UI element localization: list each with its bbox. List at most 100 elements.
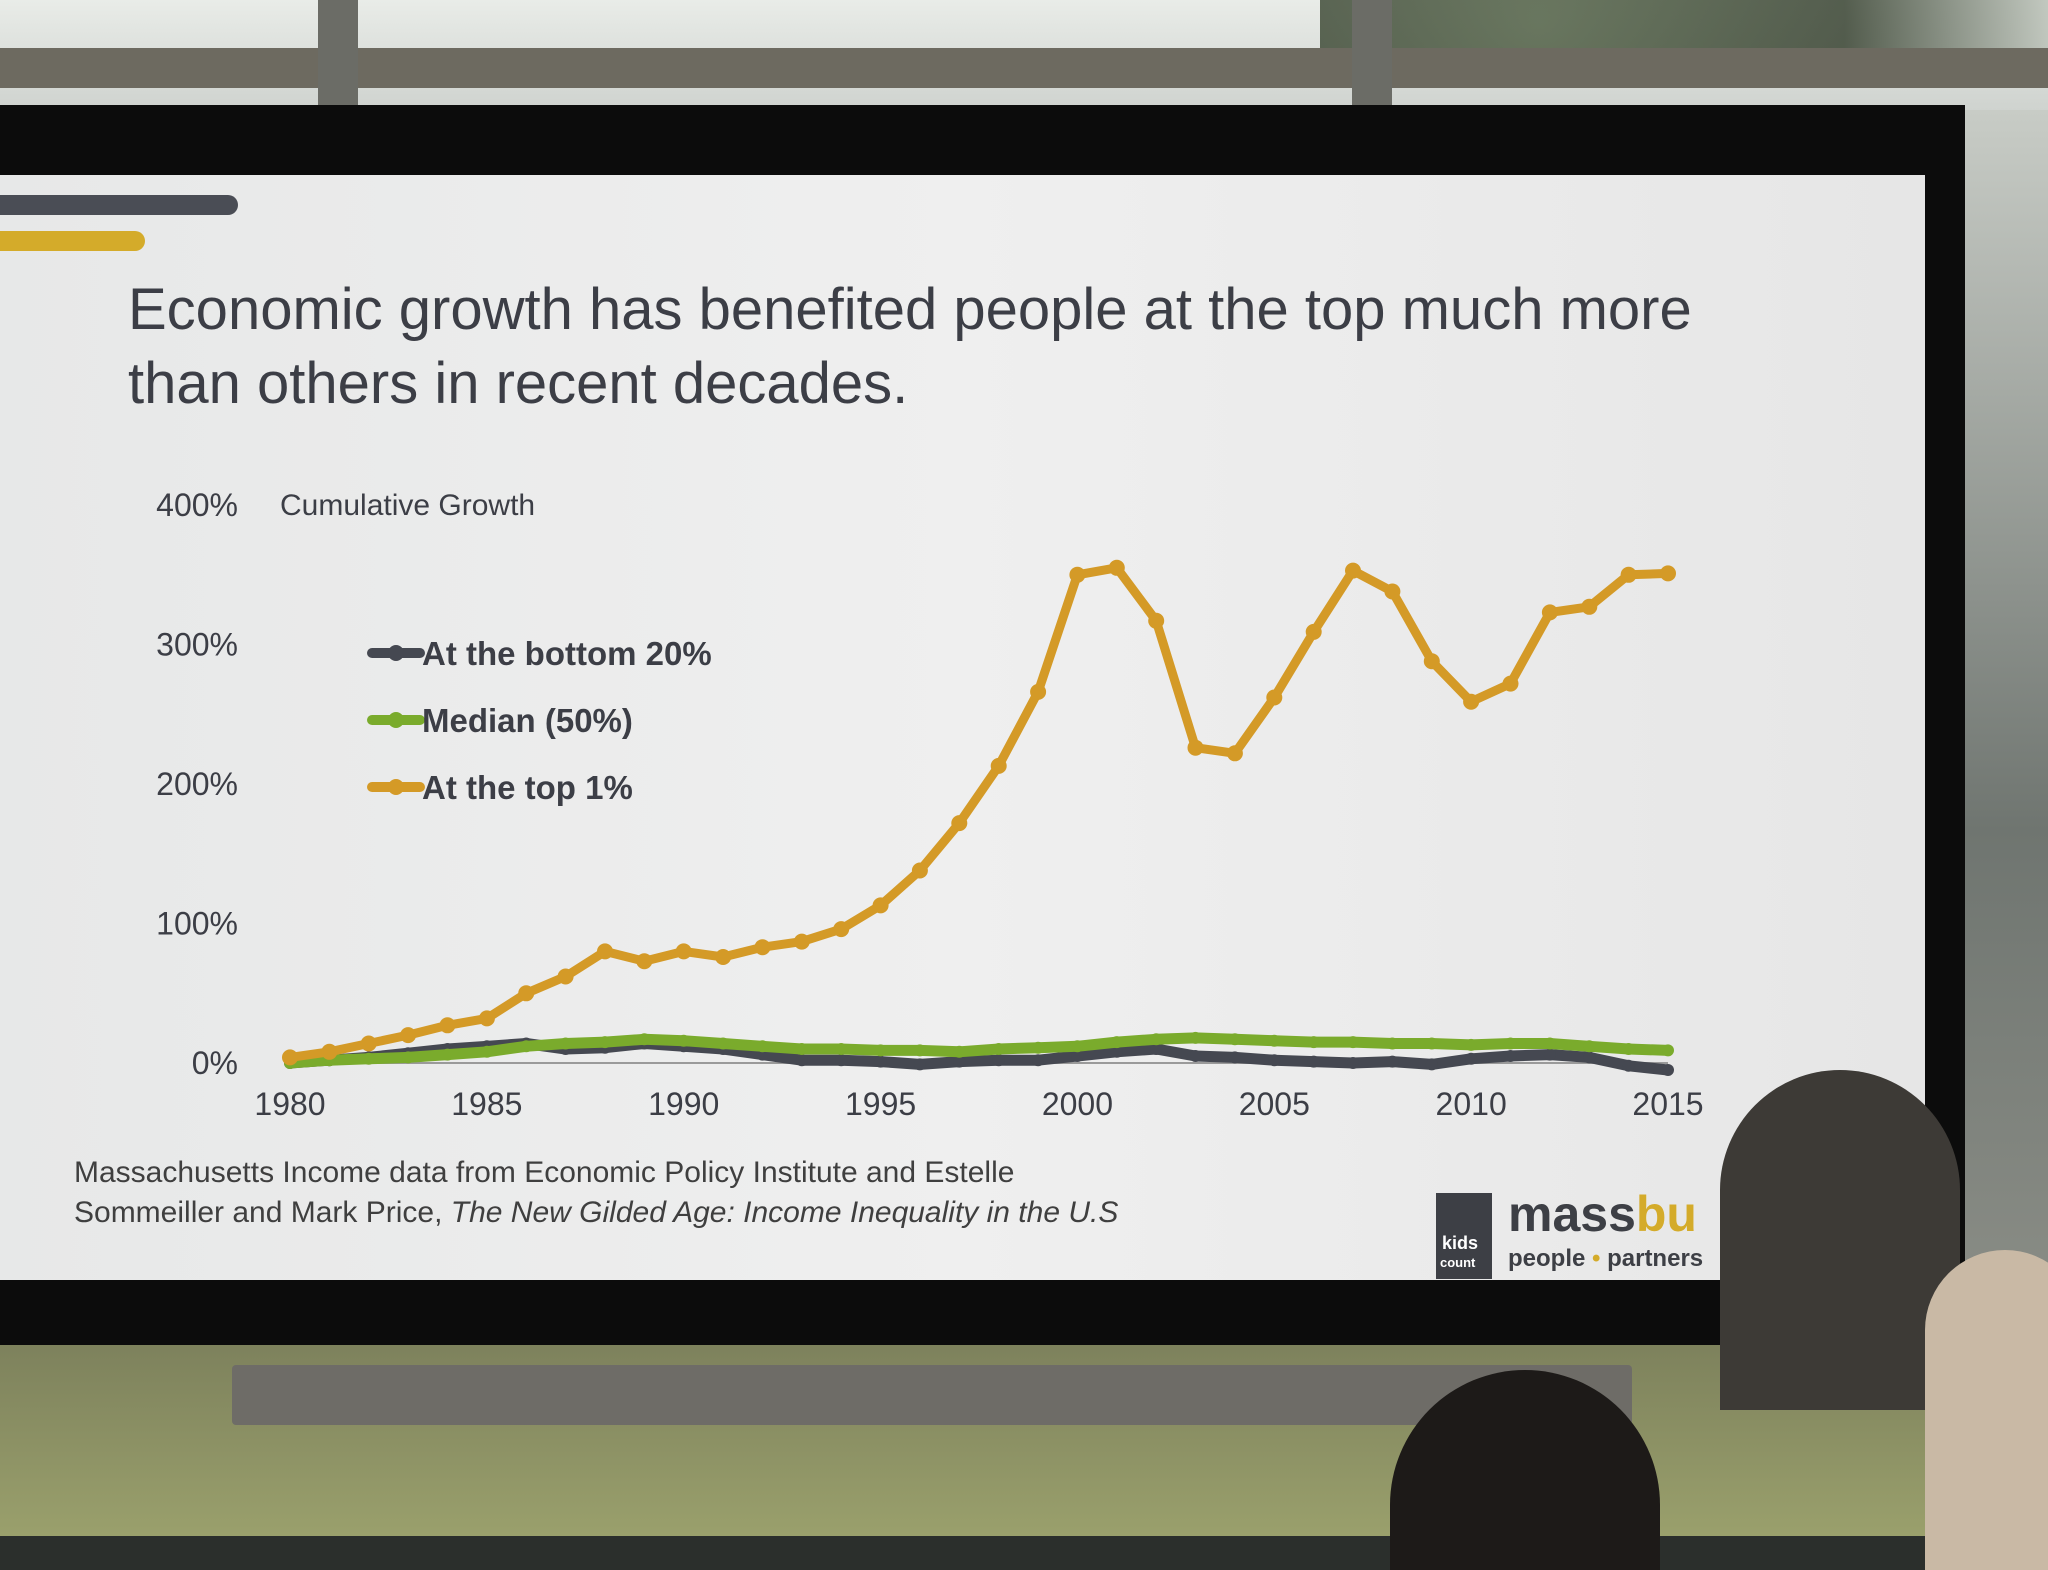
data-point [1228,1033,1241,1046]
data-point [1425,1037,1438,1050]
legend-marker [388,645,404,661]
data-point [953,1045,966,1058]
window-frame [318,0,358,110]
data-point [715,949,732,965]
data-point [795,1043,808,1055]
data-point [992,1043,1005,1055]
data-point [360,1035,377,1052]
x-tick-label: 2000 [1042,1086,1113,1122]
data-point [874,1044,887,1057]
data-point [1386,1037,1399,1050]
data-point [951,815,968,832]
data-point [439,1017,456,1034]
data-point [677,1034,690,1047]
data-point [1662,1064,1674,1076]
data-point [835,1043,848,1055]
data-point [599,1036,611,1049]
data-point [1504,1050,1517,1062]
data-point [1030,683,1047,700]
slide-title: Economic growth has benefited people at … [128,273,1808,421]
data-point [835,1054,848,1067]
data-point [1150,1033,1163,1046]
data-point [1622,1043,1635,1055]
data-point [1226,745,1243,762]
legend-label: At the top 1% [422,769,633,806]
logo-box-text: count [1440,1255,1476,1270]
data-point [1425,1058,1438,1071]
data-point [1386,1055,1399,1068]
data-point [321,1043,338,1060]
y-tick-label: 200% [156,766,238,802]
room-window [1950,110,2048,1310]
data-point [441,1048,454,1061]
data-point [1543,1037,1556,1050]
data-point [1228,1051,1241,1064]
data-point [1268,1034,1281,1047]
data-point [400,1027,417,1044]
data-point [1307,1036,1320,1049]
logo-name: massbu [1508,1185,1697,1243]
source-note: Massachusetts Income data from Economic … [74,1153,1274,1233]
slide-title-line: Economic growth has benefited people at … [128,277,1692,342]
data-point [402,1051,415,1064]
data-point [1268,1054,1281,1067]
slide-title-line: than others in recent decades. [128,351,909,416]
logo-tagline: people • partners [1508,1245,1704,1272]
x-tick-label: 1995 [845,1086,916,1122]
data-point [1110,1045,1123,1058]
data-point [1504,1037,1517,1050]
chart-title: Cumulative Growth [280,489,535,522]
data-point [833,921,850,938]
data-point [1108,559,1125,576]
data-point [1148,612,1165,629]
data-point [1660,565,1676,582]
data-point [559,1037,572,1050]
decorative-bar [0,195,238,215]
data-point [597,943,613,960]
data-point [793,933,810,950]
x-tick-label: 2005 [1239,1086,1310,1122]
source-line: Massachusetts Income data from Economic … [74,1156,1015,1189]
room-floor [0,1330,2048,1536]
data-point [675,943,692,960]
x-tick-label: 1990 [648,1086,719,1122]
data-point [1347,1036,1359,1049]
logo-tag-part: people [1508,1245,1586,1272]
data-point [754,939,771,956]
legend-label: Median (50%) [422,702,633,739]
data-point [1189,1031,1202,1044]
kids-count-logo: kids count [1436,1193,1492,1279]
x-tick-label: 1985 [451,1086,522,1122]
data-point [1583,1040,1596,1053]
room-table [232,1365,1632,1425]
data-point [1622,1059,1635,1072]
data-point [520,1040,533,1053]
data-point [478,1010,495,1027]
data-point [518,985,535,1002]
data-point [1384,583,1401,600]
data-point [990,757,1007,774]
data-point [1071,1040,1084,1053]
data-point [1423,653,1440,670]
data-point [1110,1036,1123,1049]
legend-label: At the bottom 20% [422,635,712,672]
y-tick-label: 100% [156,906,238,942]
y-tick-label: 0% [192,1045,238,1081]
logo-tag-part: partners [1607,1245,1704,1272]
data-point [913,1058,926,1071]
data-point [1583,1051,1596,1064]
data-point [638,1033,651,1046]
data-point [1305,623,1322,640]
data-point [1463,693,1480,710]
data-point [1266,689,1283,706]
x-tick-label: 2015 [1632,1086,1703,1122]
data-point [1307,1055,1320,1068]
data-point [795,1054,808,1067]
data-point [1502,675,1519,692]
data-point [362,1052,375,1065]
massbudget-logo: kids count massbu people • partners [1436,1185,1736,1280]
data-point [874,1055,887,1068]
logo-name-part: bu [1635,1186,1697,1242]
legend-marker [388,712,404,728]
logo-box-text: kids [1442,1233,1479,1253]
